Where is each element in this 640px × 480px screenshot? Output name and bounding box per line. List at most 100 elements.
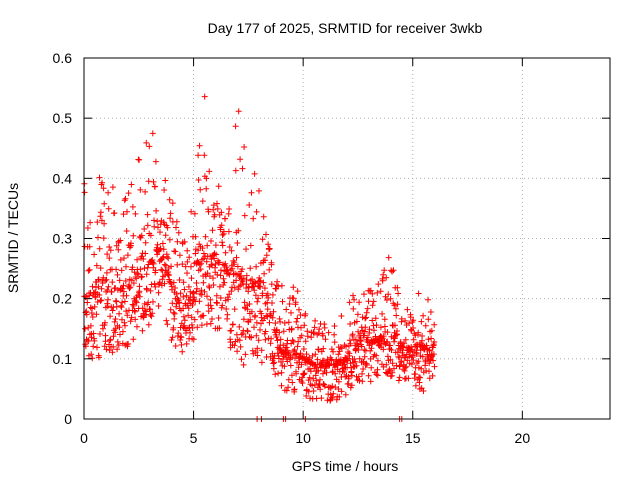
data-point — [268, 335, 275, 342]
data-point — [412, 371, 419, 378]
data-point — [185, 312, 192, 319]
data-point — [366, 326, 373, 333]
data-point — [345, 349, 351, 355]
data-point — [343, 343, 349, 350]
data-point — [250, 215, 257, 222]
axis-ticks — [83, 57, 610, 420]
data-point — [356, 377, 363, 384]
data-point — [335, 351, 342, 358]
data-point — [241, 212, 248, 219]
x-axis-label: GPS time / hours — [292, 458, 399, 474]
data-point — [194, 324, 201, 331]
data-point — [412, 382, 419, 389]
data-point — [420, 388, 427, 394]
data-point — [331, 331, 338, 338]
data-point — [320, 345, 327, 352]
data-point — [144, 211, 151, 218]
data-point — [202, 233, 209, 240]
data-point — [385, 291, 392, 298]
data-point — [303, 393, 310, 399]
data-point — [311, 324, 318, 331]
data-point — [127, 318, 134, 325]
data-point — [89, 314, 96, 320]
data-point — [316, 326, 323, 333]
data-point — [253, 208, 260, 215]
data-point — [200, 312, 207, 319]
data-point — [399, 343, 405, 350]
data-point — [389, 360, 396, 367]
data-point — [236, 337, 243, 344]
data-point — [167, 306, 174, 313]
data-point — [121, 319, 128, 326]
data-point — [195, 177, 202, 183]
y-tick-label: 0.5 — [53, 110, 73, 126]
data-point — [346, 352, 353, 359]
data-point — [100, 325, 106, 332]
data-point — [125, 190, 132, 197]
data-point — [419, 333, 426, 339]
data-point — [157, 229, 163, 236]
data-point — [201, 152, 208, 159]
data-point — [253, 319, 260, 326]
data-point — [130, 232, 137, 239]
data-point — [165, 255, 172, 262]
data-point — [94, 299, 101, 305]
data-point — [184, 247, 191, 254]
data-point — [266, 245, 273, 252]
data-point — [150, 260, 157, 267]
data-point — [178, 341, 185, 348]
data-point — [300, 371, 307, 378]
data-point — [196, 142, 203, 149]
data-point — [189, 290, 196, 297]
data-point — [129, 301, 136, 308]
data-point — [428, 335, 435, 342]
data-point — [142, 250, 149, 257]
data-point — [293, 318, 300, 325]
data-point — [185, 283, 192, 290]
data-point — [391, 335, 398, 342]
data-point — [278, 382, 285, 389]
data-point — [218, 267, 224, 274]
data-point — [265, 294, 272, 301]
data-point — [389, 369, 396, 376]
data-point — [231, 284, 238, 291]
data-point — [146, 143, 153, 150]
data-point — [114, 346, 121, 353]
data-point — [239, 165, 246, 172]
data-point — [209, 262, 216, 269]
data-point — [113, 298, 120, 305]
data-point — [351, 296, 358, 303]
data-point — [361, 353, 368, 360]
data-point — [177, 337, 184, 343]
data-point — [85, 267, 92, 274]
data-point — [163, 317, 170, 324]
data-point — [226, 244, 233, 250]
data-point — [231, 259, 238, 266]
data-point — [251, 287, 258, 294]
data-point — [347, 321, 354, 327]
data-point — [319, 332, 326, 339]
data-point — [152, 158, 159, 165]
data-point — [172, 343, 179, 349]
data-point — [410, 336, 417, 343]
data-point — [226, 206, 233, 212]
data-point — [296, 306, 302, 313]
data-point — [152, 283, 159, 290]
x-tick-label: 5 — [190, 430, 198, 446]
data-point — [207, 302, 214, 309]
data-point — [122, 278, 129, 284]
data-point — [261, 270, 268, 277]
data-point — [310, 375, 317, 382]
data-point — [258, 314, 265, 321]
data-point — [410, 325, 417, 331]
data-point — [387, 342, 394, 349]
data-point — [372, 315, 379, 322]
data-point — [216, 259, 223, 266]
data-point — [331, 339, 338, 346]
data-point — [209, 227, 216, 234]
data-point — [123, 308, 130, 315]
data-point — [381, 323, 388, 330]
data-point — [379, 310, 386, 317]
data-point — [359, 378, 366, 385]
